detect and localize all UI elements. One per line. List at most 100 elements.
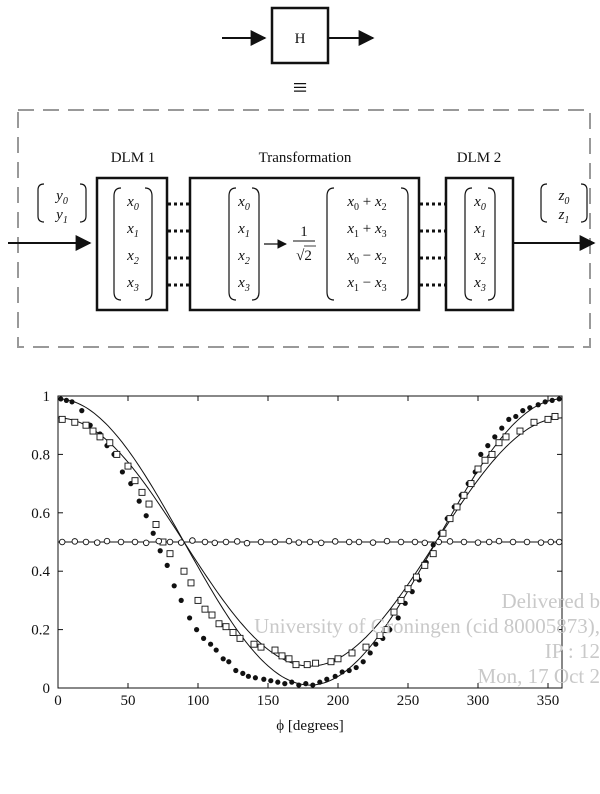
svg-text:√2: √2	[296, 248, 312, 264]
point-open	[331, 538, 339, 545]
point-filled	[513, 413, 519, 420]
point-square	[390, 608, 398, 616]
point-square	[89, 427, 97, 435]
point-open	[446, 538, 454, 545]
point-filled	[289, 679, 295, 685]
point-open	[383, 537, 391, 545]
point-square	[421, 561, 429, 569]
point-square	[215, 620, 223, 628]
point-open	[509, 538, 517, 546]
point-square	[138, 488, 146, 496]
point-filled	[346, 667, 352, 674]
point-open	[142, 539, 150, 547]
point-open	[555, 538, 563, 546]
point-filled	[535, 402, 541, 408]
transform-dlm2-connectors	[420, 202, 446, 287]
watermark: Delivered b University of Groningen (cid…	[254, 589, 600, 688]
dlm2-box	[444, 176, 515, 312]
point-filled	[187, 615, 193, 621]
dlm1-label: DLM 1	[111, 150, 156, 166]
point-filled	[485, 443, 491, 449]
point-square	[312, 659, 320, 667]
y-tick-label: 0.6	[31, 506, 50, 522]
point-square	[145, 500, 153, 508]
point-open	[233, 538, 241, 545]
svg-text:1: 1	[300, 224, 308, 240]
point-filled	[136, 498, 142, 504]
point-filled	[220, 656, 226, 662]
point-square	[250, 640, 258, 648]
point-square	[516, 427, 524, 435]
x-tick-label: 50	[121, 693, 136, 709]
point-open	[93, 539, 101, 546]
point-filled	[303, 681, 309, 687]
point-open	[117, 538, 125, 546]
point-square	[334, 655, 342, 663]
point-filled	[63, 397, 69, 403]
point-square	[481, 456, 489, 464]
point-square	[474, 465, 482, 473]
watermark-line-2: University of Groningen (cid 80005873),	[254, 614, 600, 638]
point-open	[345, 538, 353, 546]
point-open	[435, 538, 443, 546]
y-tick-label: 0	[43, 681, 51, 697]
x-tick-label: 0	[54, 693, 62, 709]
point-filled	[430, 542, 436, 548]
point-square	[58, 415, 66, 423]
point-open	[460, 538, 468, 546]
h-block-label: H	[295, 31, 306, 47]
svg-text:z1: z1	[558, 207, 570, 226]
point-filled	[275, 679, 281, 685]
point-filled	[143, 513, 149, 519]
input-vector: y0 y1	[37, 183, 87, 226]
svg-text:x0 + x2: x0 + x2	[346, 194, 386, 213]
input-y0: y0	[54, 188, 68, 207]
point-filled	[360, 659, 366, 665]
point-square	[502, 433, 510, 441]
dashed-container	[17, 109, 591, 348]
point-square	[292, 661, 300, 669]
point-square	[208, 611, 216, 619]
y-tick-label: 0.4	[31, 564, 50, 580]
point-open	[369, 539, 377, 546]
point-open	[295, 539, 303, 546]
y-tick-label: 1	[43, 389, 51, 405]
point-open	[71, 538, 79, 545]
point-open	[166, 538, 174, 546]
point-square	[271, 646, 279, 654]
point-filled	[506, 416, 512, 422]
point-filled	[213, 647, 219, 653]
point-open	[222, 538, 230, 546]
point-square	[362, 643, 370, 651]
point-open	[58, 538, 66, 546]
point-filled	[164, 562, 170, 568]
point-square	[71, 418, 79, 426]
top-h-block-group: H ≡	[222, 6, 375, 102]
point-square	[439, 529, 447, 537]
point-filled	[252, 675, 258, 681]
dlm2-label: DLM 2	[457, 150, 502, 166]
point-open	[523, 538, 531, 546]
point-square	[446, 515, 454, 523]
point-square	[453, 503, 461, 511]
point-square	[113, 450, 121, 458]
point-square	[376, 631, 384, 639]
x-tick-label: 150	[257, 693, 280, 709]
point-square	[303, 661, 311, 669]
watermark-line-3: IP : 12	[545, 639, 600, 663]
point-square	[383, 626, 391, 634]
point-open	[82, 538, 90, 546]
point-square	[530, 418, 538, 426]
point-filled	[310, 682, 316, 688]
svg-text:x1 − x3: x1 − x3	[346, 275, 386, 294]
x-tick-label: 300	[467, 693, 490, 709]
point-filled	[324, 676, 330, 682]
point-open	[201, 538, 209, 546]
dlm1-transform-connectors	[168, 202, 190, 287]
point-filled	[119, 469, 125, 475]
point-open	[421, 539, 429, 547]
transform-input-vector: x0 x1 x2 x3	[228, 187, 260, 301]
point-filled	[282, 681, 288, 687]
point-filled	[268, 678, 274, 684]
point-open	[355, 538, 363, 546]
